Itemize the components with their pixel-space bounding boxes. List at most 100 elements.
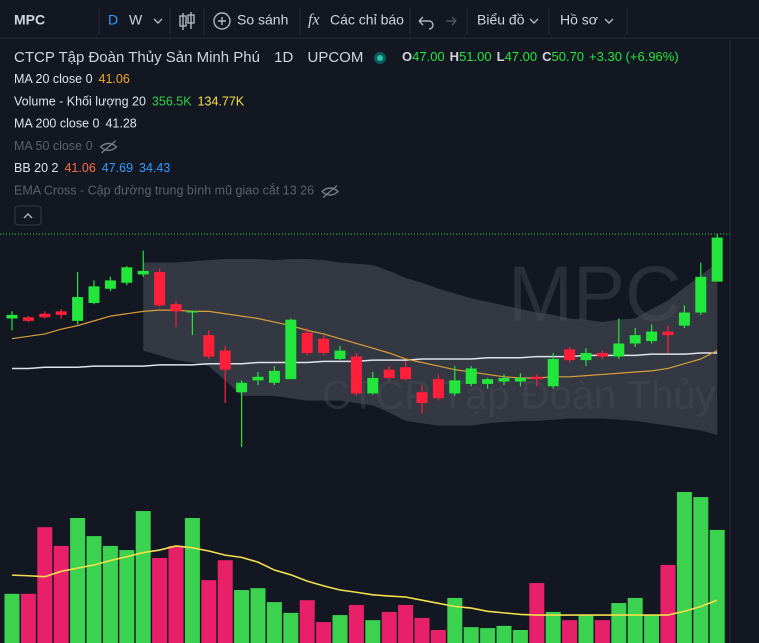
interval: 1D [274,49,293,66]
volume-bar [463,627,479,643]
visibility-toggle[interactable] [320,184,340,199]
profile-dropdown[interactable] [604,18,614,24]
candle-body [252,376,264,381]
collapse-icon [23,213,33,219]
volume-bar [693,497,709,643]
candle-body [285,319,297,380]
indicators-icon[interactable]: fx [308,12,320,29]
candle-body [613,343,625,357]
candle-body [646,331,658,342]
volume-bar [644,615,660,643]
volume-bar [168,545,184,643]
volume-bar [20,593,36,643]
volume-bar [70,518,86,643]
candle-body [301,332,313,353]
symbol[interactable]: MPC [14,12,45,28]
candle-body [711,237,723,282]
candle-body [236,382,248,393]
volume-bar [447,597,463,643]
volume-bar [611,603,627,643]
ohlc-key: L [497,49,505,64]
indicators-button[interactable]: Các chỉ báo [330,12,404,28]
ma20-line [11,309,718,379]
candle-body [121,267,133,283]
volume-bar [250,588,266,643]
profile-menu[interactable]: Hồ sơ [560,12,598,28]
volume-bar [496,625,512,643]
change: +3.30 (+6.96%) [589,49,679,64]
visibility-toggle[interactable] [99,140,118,154]
studies: MA 20 close 0 41.06 Volume - Khối lượng 20… [14,72,340,199]
ohlc-key: H [450,49,459,64]
candle-body [629,335,641,344]
study-value: 47.69 [102,161,133,175]
candle-body [531,376,543,380]
interval-button[interactable]: D [108,12,118,28]
candle-body [170,304,182,312]
undo-button[interactable] [418,16,434,30]
candle-body [514,377,526,382]
study-name: Volume - Khối lượng 20 [14,95,146,109]
collapse-button[interactable] [14,205,42,226]
volume-bar [398,604,414,643]
candle-body [416,392,428,403]
candle-body [547,358,559,387]
study: MA 20 close 0 41.06 [14,72,130,86]
study-value: 41.06 [99,72,130,86]
study: MA 50 close 0 [14,139,93,153]
study-name: MA 50 close 0 [14,139,93,153]
volume-bar [184,518,200,643]
candle-body [465,368,477,384]
status-dot-inner [377,55,383,61]
study-value: 41.06 [64,161,95,175]
study-name: EMA Cross - Cập đường trung bình mũ giao… [14,183,314,198]
volume-bar [102,545,118,643]
chart-type-button[interactable] [179,12,195,30]
candle-body [104,280,116,289]
candle-body [6,314,18,319]
study-name: BB 20 2 [14,161,59,175]
legend-header: CTCP Tập Đoàn Thủy Sản Minh Phú 1D UPCOM [14,49,363,66]
study-name: MA 200 close 0 [14,117,100,131]
chart-menu[interactable]: Biểu đồ [477,12,525,28]
plot [4,234,725,643]
ohlc-key: O [402,49,412,64]
study: BB 20 2 41.06 47.69 34.43 [14,161,170,175]
legend: CTCP Tập Đoàn Thủy Sản Minh Phú 1D UPCOM… [14,49,679,226]
volume-bar [529,583,545,643]
compare-button[interactable]: So sánh [237,12,288,28]
candle-body [498,377,510,382]
volume-bar [135,511,151,643]
bollinger-band [143,258,718,436]
candle-body [334,350,346,359]
volume-bar [676,492,692,643]
volume-bar [414,617,430,643]
redo-button[interactable] [446,16,457,26]
volume-bar [217,560,233,643]
volume-bar [201,580,217,643]
volume-bar [430,629,446,643]
study: MA 200 close 0 41.28 [14,117,137,131]
volume-bar [594,620,610,643]
interval-dropdown[interactable] [153,18,163,24]
volume-ma-line [11,545,718,616]
study-name: MA 20 close 0 [14,72,93,86]
volume-bar [299,600,315,643]
compare-icon[interactable] [213,12,231,30]
exchange: UPCOM [308,49,364,66]
ohlc: O47.00 H51.00 L47.00 C50.70 +3.30 (+6.96%) [402,49,679,64]
volume-bar [512,629,528,643]
interval-button[interactable]: W [129,12,143,28]
volume-bar [660,564,676,643]
chart-menu-dropdown[interactable] [529,18,539,24]
volume-bar [266,602,282,643]
volume-bar [709,529,725,643]
toolbar [0,0,759,38]
candle-body [137,270,149,275]
candle-body [186,311,198,313]
ohlc-key: C [542,49,552,64]
ohlc-value: 51.00 [459,49,492,64]
study-value: 34.43 [139,161,170,175]
candle-body [432,379,444,399]
volume-bar [562,620,578,643]
